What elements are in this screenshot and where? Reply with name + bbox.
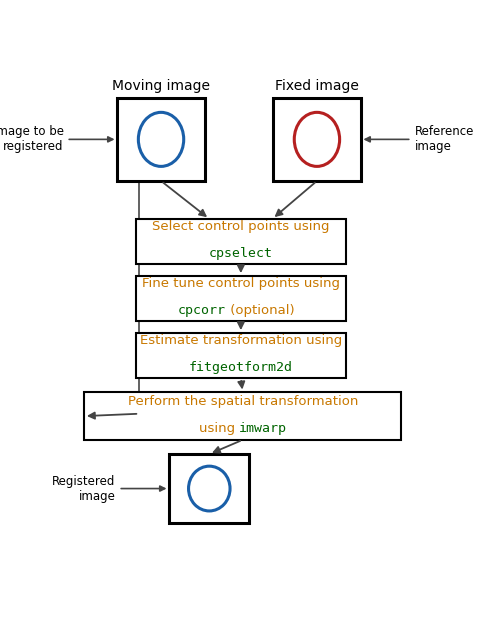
Text: Image to be
registered: Image to be registered <box>0 125 113 154</box>
Text: (optional): (optional) <box>226 304 295 317</box>
Text: Select control points using: Select control points using <box>152 220 330 233</box>
Text: Estimate transformation using: Estimate transformation using <box>140 334 342 347</box>
Text: Fixed image: Fixed image <box>275 79 359 93</box>
Text: imwarp: imwarp <box>239 422 287 435</box>
FancyBboxPatch shape <box>136 276 346 321</box>
Text: Registered
image: Registered image <box>52 474 165 503</box>
Text: Perform the spatial transformation: Perform the spatial transformation <box>127 394 358 408</box>
FancyBboxPatch shape <box>274 97 361 181</box>
FancyBboxPatch shape <box>117 97 205 181</box>
Text: Moving image: Moving image <box>112 79 210 93</box>
Text: using: using <box>199 422 239 435</box>
FancyBboxPatch shape <box>136 333 346 378</box>
FancyBboxPatch shape <box>136 219 346 264</box>
FancyBboxPatch shape <box>170 454 249 523</box>
Text: Fine tune control points using: Fine tune control points using <box>142 277 340 290</box>
Text: cpcorr: cpcorr <box>178 304 226 317</box>
Text: fitgeotform2d: fitgeotform2d <box>189 361 293 375</box>
Text: Reference
image: Reference image <box>365 125 474 154</box>
Text: cpselect: cpselect <box>209 247 273 260</box>
FancyBboxPatch shape <box>84 392 401 440</box>
